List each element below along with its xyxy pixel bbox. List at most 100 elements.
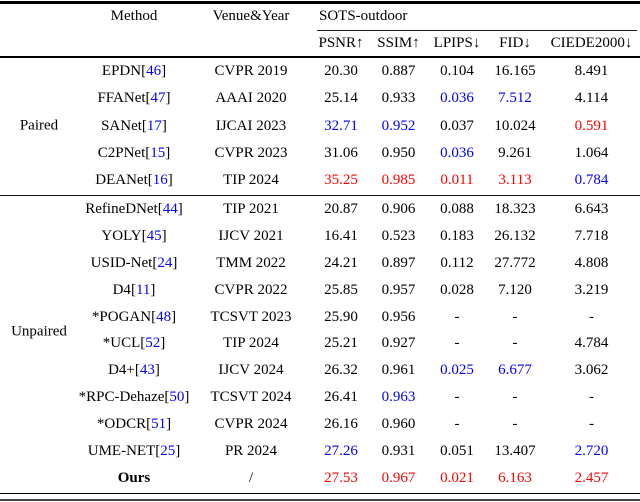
metric-value: 0.021 — [440, 470, 474, 487]
metric-value: 20.87 — [324, 200, 358, 217]
metric-value: 0.961 — [381, 362, 416, 379]
metric-value: 0.051 — [440, 443, 474, 460]
citation-bracket-open: [ — [140, 335, 146, 352]
citation-link[interactable]: 11 — [135, 281, 151, 298]
citation-link[interactable]: 50 — [169, 389, 185, 406]
method-name: Ours — [117, 470, 151, 487]
venue-cell: CVPR 2024 — [214, 416, 288, 433]
metric-value: 0.025 — [440, 362, 474, 379]
citation-bracket-open: [ — [130, 281, 136, 298]
method-cell: YOLY[45] — [78, 228, 190, 245]
table-row: USID-Net[24] TMM 2022 24.21 0.897 0.112 27.77… — [0, 250, 640, 277]
table-row: Ours / 27.53 0.967 0.021 6.163 2.457 — [0, 465, 640, 492]
table-bottom-edge-rule — [0, 498, 640, 501]
table-row: RefineDNet[44] TIP 2021 20.87 0.906 0.088 18.… — [0, 196, 640, 223]
citation-bracket-close: ] — [184, 389, 190, 406]
metric-value: 25.21 — [324, 335, 358, 352]
metric-value: 2.720 — [574, 443, 609, 460]
citation-bracket-close: ] — [161, 227, 167, 244]
venue-cell: TCSVT 2024 — [210, 389, 292, 406]
method-name: USID-Net — [90, 254, 153, 271]
col-header-method: Method — [110, 8, 158, 24]
citation-link[interactable]: 48 — [156, 308, 172, 325]
metric-value: 0.784 — [574, 171, 609, 188]
metric-header-row: PSNR↑ SSIM↑ LPIPS↓ FID↓ CIEDE2000↓ — [0, 30, 640, 56]
metric-value: 0.927 — [381, 335, 416, 352]
metric-value: 9.261 — [498, 144, 532, 161]
citation-bracket-open: [ — [164, 389, 170, 406]
metric-value: 16.41 — [324, 227, 358, 244]
citation-link[interactable]: 51 — [151, 416, 167, 433]
table-top-rule — [0, 1, 640, 4]
table-header-row: Method Venue&Year SOTS-outdoor — [0, 3, 640, 30]
metric-value: 3.219 — [574, 281, 609, 298]
method-name: RefineDNet — [85, 200, 158, 217]
metric-value: 35.25 — [324, 171, 358, 188]
method-cell: D4+[43] — [78, 362, 190, 379]
method-cell: *UCL[52] — [78, 335, 190, 352]
citation-link[interactable]: 24 — [157, 254, 173, 271]
table-row: *ODCR[51] CVPR 2024 26.16 0.960 - - - — [0, 411, 640, 438]
metric-value: - — [512, 389, 518, 406]
citation-bracket-close: ] — [165, 90, 171, 107]
citation-bracket-open: [ — [147, 171, 153, 188]
citation-bracket-open: [ — [141, 63, 147, 80]
method-cell: UME-NET[25] — [78, 443, 190, 460]
citation-link[interactable]: 46 — [146, 63, 162, 80]
venue-cell: CVPR 2022 — [214, 281, 288, 298]
citation-link[interactable]: 52 — [145, 335, 161, 352]
table-row: SANet[17] IJCAI 2023 32.71 0.952 0.037 10.024… — [0, 112, 640, 139]
method-name: *ODCR — [96, 416, 147, 433]
metric-value: 0.933 — [381, 90, 416, 107]
metric-value: 6.677 — [498, 362, 532, 379]
metric-value: 27.26 — [324, 443, 358, 460]
table-row: D4[11] CVPR 2022 25.85 0.957 0.028 7.120 3.219 — [0, 277, 640, 304]
metric-value: - — [512, 335, 518, 352]
citation-link[interactable]: 17 — [146, 117, 162, 134]
citation-link[interactable]: 47 — [150, 90, 166, 107]
metric-value: 0.887 — [381, 63, 416, 80]
method-name: EPDN — [101, 63, 142, 80]
citation-link[interactable]: 44 — [162, 200, 178, 217]
citation-bracket-open: [ — [134, 362, 140, 379]
citation-bracket-close: ] — [166, 416, 172, 433]
venue-cell: / — [248, 470, 254, 487]
metric-value: 0.088 — [440, 200, 474, 217]
venue-cell: AAAI 2020 — [215, 90, 287, 107]
metric-value: 24.21 — [324, 254, 358, 271]
metric-value: 4.784 — [574, 335, 609, 352]
venue-cell: TCSVT 2023 — [210, 308, 292, 325]
metric-value: - — [454, 416, 460, 433]
table-row: *RPC-Dehaze[50] TCSVT 2024 26.41 0.963 - - - — [0, 384, 640, 411]
method-cell: C2PNet[15] — [78, 145, 190, 162]
citation-link[interactable]: 45 — [146, 227, 162, 244]
metric-value: 32.71 — [324, 117, 358, 134]
metric-value: 25.85 — [324, 281, 358, 298]
metric-value: - — [512, 308, 518, 325]
metric-value: 0.523 — [381, 227, 416, 244]
metric-value: 0.963 — [381, 389, 416, 406]
citation-bracket-open: [ — [141, 227, 147, 244]
citation-bracket-close: ] — [160, 335, 166, 352]
metric-value: 16.165 — [494, 63, 536, 80]
method-cell: *ODCR[51] — [78, 416, 190, 433]
metric-value: 0.036 — [440, 90, 474, 107]
citation-bracket-close: ] — [177, 200, 183, 217]
citation-link[interactable]: 16 — [152, 171, 168, 188]
citation-link[interactable]: 15 — [150, 144, 166, 161]
table-row: EPDN[46] CVPR 2019 20.30 0.887 0.104 16.165 8.… — [0, 58, 640, 85]
metric-value: 0.104 — [440, 63, 474, 80]
metric-value: 20.30 — [324, 63, 358, 80]
dataset-underline-rule — [317, 29, 637, 31]
method-name: D4+ — [108, 362, 135, 379]
method-name: DEANet — [95, 171, 148, 188]
method-cell: EPDN[46] — [78, 63, 190, 80]
citation-link[interactable]: 25 — [160, 443, 176, 460]
metric-value: 26.41 — [324, 389, 358, 406]
citation-link[interactable]: 43 — [139, 362, 155, 379]
table-row: DEANet[16] TIP 2024 35.25 0.985 0.011 3.113 0.… — [0, 167, 640, 194]
table-row: *UCL[52] TIP 2024 25.21 0.927 - - 4.784 — [0, 331, 640, 358]
section-label: Unpaired — [11, 323, 67, 340]
method-name: C2PNet — [97, 144, 146, 161]
metric-value: 3.113 — [498, 171, 532, 188]
